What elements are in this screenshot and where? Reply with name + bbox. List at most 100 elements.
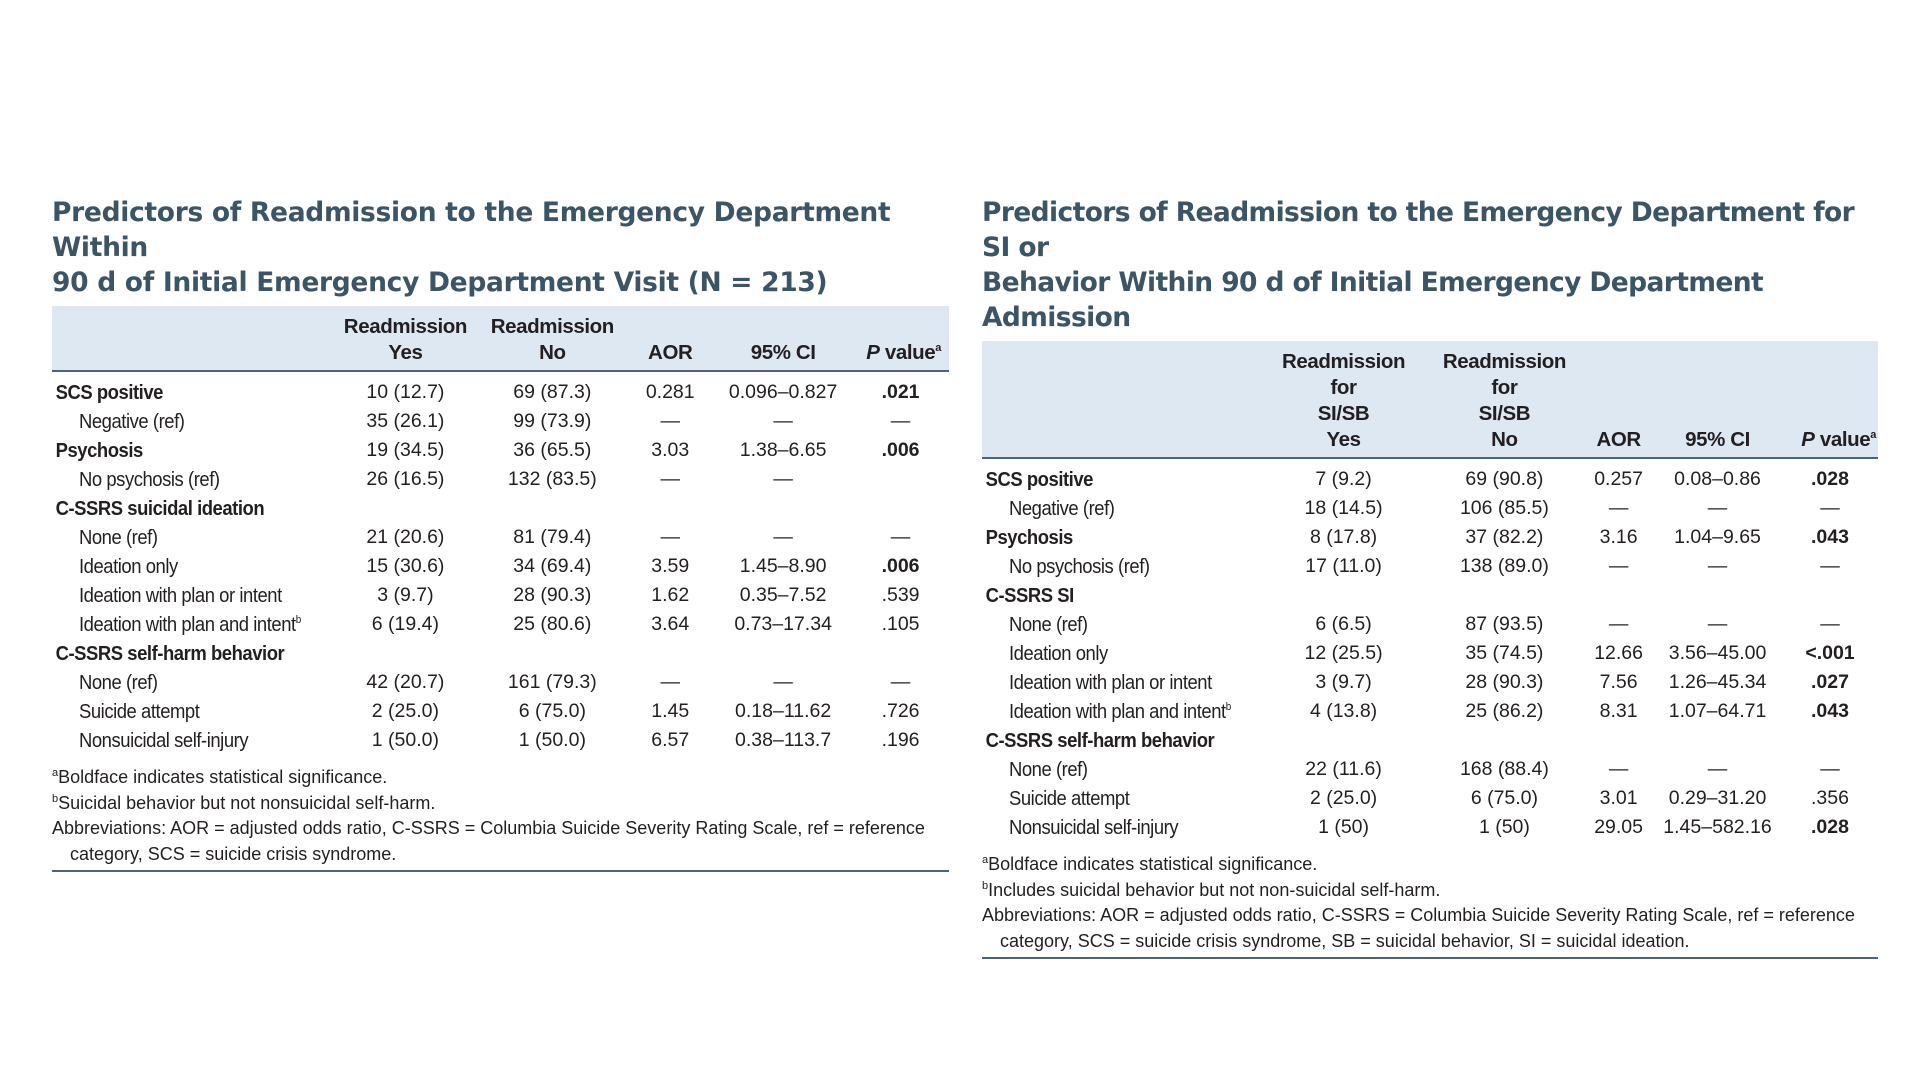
cell-readmission-no: [1425, 581, 1584, 610]
cell-p-value: .028: [1811, 468, 1849, 490]
footnote-a: aBoldface indicates statistical signific…: [52, 767, 388, 787]
cell-readmission-no: 99 (73.9): [513, 410, 592, 432]
cell-ci: —: [1707, 555, 1728, 577]
cell-aor: 29.05: [1594, 816, 1644, 838]
table-row: Psychosis 19 (34.5) 36 (65.5) 3.03 1.38–6.65…: [52, 436, 949, 465]
cell-readmission-yes: 15 (30.6): [366, 555, 445, 577]
cell-readmission-no: 161 (79.3): [507, 671, 597, 693]
row-label: No psychosis (ref): [1009, 555, 1150, 578]
table-row: None (ref) 42 (20.7) 161 (79.3) — — —: [52, 668, 949, 697]
cell-readmission-yes: [332, 494, 478, 523]
table-row: Suicide attempt 2 (25.0) 6 (75.0) 3.01 0.29–…: [982, 784, 1878, 813]
cell-aor: 3.03: [651, 439, 690, 461]
table-row: Negative (ref) 18 (14.5) 106 (85.5) — — —: [982, 494, 1878, 523]
row-label: Psychosis: [55, 439, 144, 462]
row-label: Nonsuicidal self-injury: [79, 729, 249, 752]
cell-readmission-yes: 1 (50.0): [371, 729, 439, 751]
cell-readmission-yes: 42 (20.7): [366, 671, 445, 693]
cell-aor: 3.59: [651, 555, 690, 577]
cell-readmission-no: 106 (85.5): [1459, 497, 1549, 519]
cell-readmission-yes: [1262, 726, 1424, 755]
cell-readmission-yes: 19 (34.5): [366, 439, 445, 461]
cell-p-value: —: [1820, 758, 1840, 780]
row-label: Ideation with plan or intent: [1009, 671, 1212, 694]
cell-readmission-no: 34 (69.4): [513, 555, 592, 577]
cell-readmission-no: 132 (83.5): [507, 468, 597, 490]
cell-ci: 0.35–7.52: [739, 584, 827, 606]
row-label: Ideation only: [1009, 642, 1108, 665]
cell-readmission-yes: 21 (20.6): [366, 526, 445, 548]
cell-readmission-yes: 4 (13.8): [1309, 700, 1378, 722]
footnote-a: aBoldface indicates statistical signific…: [982, 854, 1318, 874]
cell-ci: —: [1707, 497, 1728, 519]
cell-p-value: [852, 494, 949, 523]
cell-readmission-no: 36 (65.5): [513, 439, 592, 461]
cell-aor: 3.64: [651, 613, 690, 635]
footnote-b: bIncludes suicidal behavior but not non-…: [982, 879, 1441, 900]
header-p-value: P valuea: [852, 306, 949, 372]
table-row: SCS positive 10 (12.7) 69 (87.3) 0.281 0.096…: [52, 371, 949, 407]
cell-readmission-yes: 3 (9.7): [377, 584, 434, 606]
cell-ci: 1.45–8.90: [739, 555, 827, 577]
abbreviations: Abbreviations: AOR = adjusted odds ratio…: [982, 905, 1855, 925]
title-line-1: Predictors of Readmission to the Emergen…: [52, 197, 891, 263]
cell-ci: [714, 494, 852, 523]
footnotes: aBoldface indicates statistical signific…: [52, 765, 949, 872]
cell-readmission-no: 138 (89.0): [1459, 555, 1549, 577]
table-row: Ideation only 15 (30.6) 34 (69.4) 3.59 1.45–…: [52, 552, 949, 581]
cell-p-value: .105: [881, 613, 920, 635]
table-row: Ideation with plan and intentb 6 (19.4) 25…: [52, 610, 949, 639]
cell-readmission-no: 28 (90.3): [1465, 671, 1544, 693]
cell-readmission-no: 69 (87.3): [513, 381, 592, 403]
header-ci: 95% CI: [1653, 341, 1782, 459]
cell-ci: 0.73–17.34: [734, 613, 832, 635]
cell-readmission-no: 35 (74.5): [1465, 642, 1544, 664]
cell-p-value: —: [890, 526, 911, 548]
cell-ci: —: [773, 468, 793, 490]
row-label: None (ref): [79, 526, 158, 549]
table-row: C-SSRS SI: [982, 581, 1878, 610]
row-label: C-SSRS self-harm behavior: [985, 729, 1215, 752]
cell-p-value: .043: [1811, 700, 1849, 722]
cell-readmission-no: 25 (86.2): [1465, 700, 1544, 722]
cell-aor: —: [660, 671, 680, 693]
cell-aor: —: [1608, 497, 1629, 519]
cell-aor: —: [660, 410, 680, 432]
cell-readmission-yes: 10 (12.7): [366, 381, 445, 403]
footnotes: aBoldface indicates statistical signific…: [982, 852, 1878, 959]
header-ci: 95% CI: [714, 306, 853, 372]
table-row: None (ref) 6 (6.5) 87 (93.5) — — —: [982, 610, 1878, 639]
cell-readmission-no: [1425, 726, 1584, 755]
cell-p-value: .021: [881, 381, 920, 403]
row-label: Psychosis: [985, 526, 1074, 549]
row-label: SCS positive: [55, 381, 164, 404]
row-label: C-SSRS suicidal ideation: [55, 497, 265, 520]
cell-aor: —: [1608, 613, 1629, 635]
table-row: No psychosis (ref) 26 (16.5) 132 (83.5) — —: [52, 465, 949, 494]
cell-readmission-no: 25 (80.6): [513, 613, 592, 635]
header-blank: [52, 306, 333, 372]
cell-ci: 0.38–113.7: [735, 729, 832, 751]
cell-readmission-yes: 2 (25.0): [1309, 787, 1378, 809]
table-row: No psychosis (ref) 17 (11.0) 138 (89.0) — — —: [982, 552, 1878, 581]
cell-readmission-yes: 8 (17.8): [1309, 526, 1378, 548]
cell-aor: 1.45: [651, 700, 690, 722]
cell-ci: [1653, 581, 1782, 610]
title-line-1: Predictors of Readmission to the Emergen…: [982, 197, 1855, 263]
cell-ci: [714, 639, 852, 668]
table-panel-left: Predictors of Readmission to the Emergen…: [52, 195, 949, 872]
cell-p-value: .006: [881, 439, 920, 461]
cell-ci: 3.56–45.00: [1668, 642, 1767, 664]
cell-p-value: [852, 465, 949, 494]
table-row: Psychosis 8 (17.8) 37 (82.2) 3.16 1.04–9.65.…: [982, 523, 1878, 552]
header-p-value: P valuea: [1781, 341, 1878, 459]
title-line-2: Behavior Within 90 d of Initial Emergenc…: [982, 267, 1764, 333]
cell-readmission-yes: 3 (9.7): [1315, 671, 1372, 693]
cell-aor: 8.31: [1599, 700, 1638, 722]
footnote-b: bSuicidal behavior but not nonsuicidal s…: [52, 792, 436, 813]
header-blank: [982, 341, 1263, 459]
abbreviations-cont: category, SCS = suicide crisis syndrome.: [70, 843, 397, 864]
cell-readmission-yes: 1 (50): [1318, 816, 1370, 838]
cell-readmission-no: 81 (79.4): [513, 526, 592, 548]
row-label: C-SSRS SI: [985, 584, 1075, 607]
